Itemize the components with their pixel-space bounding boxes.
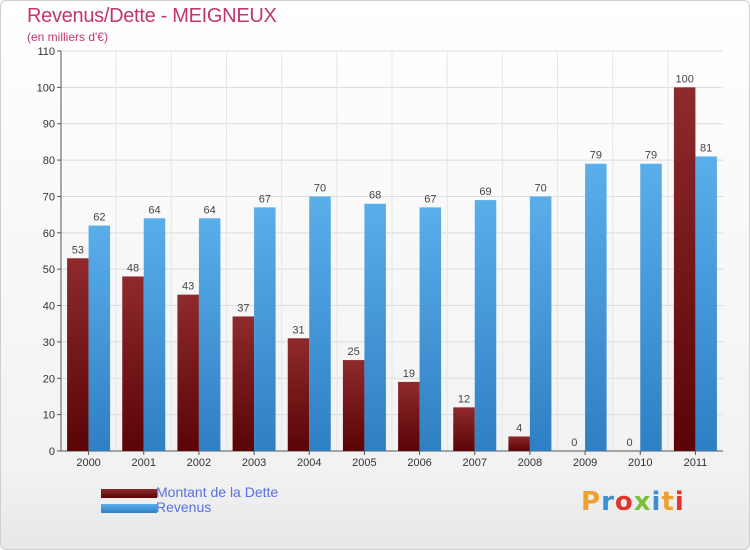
chart-subtitle: (en milliers d'€)	[27, 30, 108, 44]
data-label-dette-2004: 31	[292, 324, 304, 336]
bar-revenus-2002	[198, 218, 221, 451]
bar-revenus-2000	[88, 225, 111, 451]
brand-logo: Proxiti	[581, 487, 685, 517]
brand-letter: i	[674, 487, 685, 517]
legend-swatch-dette	[101, 489, 157, 498]
legend-label-dette: Montant de la Dette	[156, 484, 279, 500]
bar-revenus-2004	[309, 196, 331, 451]
data-label-dette-2009: 0	[571, 437, 577, 449]
brand-letter: x	[633, 487, 652, 517]
bar-revenus-2011	[695, 156, 717, 452]
data-label-revenus-2005: 68	[369, 190, 381, 202]
y-tick-label-0: 0	[49, 446, 55, 458]
data-label-dette-2010: 0	[626, 437, 632, 449]
brand-letter: i	[651, 487, 662, 517]
y-tick-label-60: 60	[43, 228, 55, 240]
data-label-dette-2002: 43	[182, 281, 194, 293]
data-label-dette-2011: 100	[675, 73, 693, 85]
x-tick-label-2007: 2007	[463, 457, 487, 469]
data-label-revenus-2004: 70	[314, 182, 326, 194]
bar-revenus-2008	[529, 196, 552, 451]
bar-revenus-2001	[143, 218, 166, 451]
data-label-revenus-2000: 62	[93, 212, 105, 224]
x-tick-label-2002: 2002	[187, 457, 211, 469]
x-tick-label-2008: 2008	[518, 457, 542, 469]
bar-revenus-2009	[585, 163, 607, 451]
data-label-revenus-2006: 67	[424, 193, 436, 205]
y-tick-label-40: 40	[43, 301, 55, 313]
x-tick-label-2006: 2006	[407, 457, 431, 469]
data-label-revenus-2007: 69	[479, 186, 491, 198]
brand-letter: o	[614, 487, 634, 517]
y-tick-label-100: 100	[37, 82, 55, 94]
bar-revenus-2006	[419, 207, 442, 451]
data-label-dette-2003: 37	[237, 302, 249, 314]
bar-dette-2008	[508, 436, 530, 451]
bar-dette-2011	[673, 87, 696, 451]
data-label-dette-2005: 25	[348, 346, 360, 358]
y-tick-label-70: 70	[43, 191, 55, 203]
x-tick-label-2011: 2011	[684, 457, 708, 469]
bar-revenus-2005	[364, 203, 386, 451]
y-tick-label-110: 110	[37, 46, 55, 58]
y-tick-label-90: 90	[43, 119, 55, 131]
x-tick-label-2010: 2010	[628, 457, 652, 469]
data-label-revenus-2003: 67	[259, 193, 271, 205]
data-label-revenus-2001: 64	[148, 204, 160, 216]
bar-dette-2002	[177, 294, 199, 451]
bar-dette-2006	[398, 381, 420, 451]
bar-dette-2003	[232, 316, 255, 451]
data-label-dette-2001: 48	[127, 262, 139, 274]
bar-revenus-2003	[254, 207, 276, 451]
bar-dette-2000	[67, 258, 89, 451]
bar-revenus-2007	[474, 200, 497, 451]
x-tick-label-2004: 2004	[297, 457, 321, 469]
bar-revenus-2010	[640, 163, 662, 451]
data-label-revenus-2008: 70	[535, 182, 547, 194]
data-label-revenus-2010: 79	[645, 150, 657, 162]
x-tick-label-2001: 2001	[132, 457, 156, 469]
data-label-revenus-2011: 81	[700, 142, 712, 154]
brand-letter: r	[601, 487, 615, 517]
data-label-revenus-2002: 64	[204, 204, 216, 216]
data-label-dette-2007: 12	[458, 393, 470, 405]
y-tick-label-80: 80	[43, 155, 55, 167]
y-tick-label-20: 20	[43, 373, 55, 385]
chart-title: Revenus/Dette - MEIGNEUX	[27, 5, 277, 27]
x-tick-label-2000: 2000	[76, 457, 100, 469]
legend-label-revenus: Revenus	[156, 499, 212, 515]
bar-dette-2005	[342, 360, 365, 451]
x-tick-label-2009: 2009	[573, 457, 597, 469]
bar-dette-2004	[287, 338, 310, 451]
data-label-dette-2008: 4	[516, 422, 522, 434]
data-label-revenus-2009: 79	[590, 150, 602, 162]
x-tick-label-2005: 2005	[352, 457, 376, 469]
brand-letter: t	[661, 487, 675, 517]
data-label-dette-2006: 19	[403, 368, 415, 380]
x-tick-label-2003: 2003	[242, 457, 266, 469]
y-tick-label-30: 30	[43, 337, 55, 349]
bar-dette-2001	[122, 276, 144, 451]
bar-dette-2007	[453, 407, 475, 451]
legend-swatch-revenus	[101, 504, 157, 513]
data-label-dette-2000: 53	[72, 244, 84, 256]
brand-letter: P	[581, 487, 602, 517]
y-tick-label-10: 10	[43, 410, 55, 422]
y-tick-label-50: 50	[43, 264, 55, 276]
